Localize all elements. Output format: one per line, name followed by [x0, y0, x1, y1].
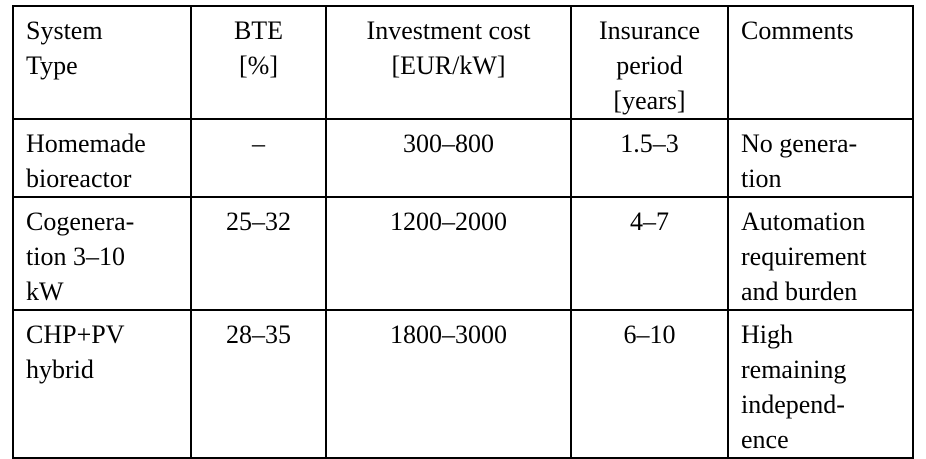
cell-text: Comments — [741, 16, 854, 45]
table-cell: 1800–3000 — [325, 309, 572, 459]
cell-text: System — [26, 16, 103, 45]
cell-text: period — [616, 51, 683, 80]
table-cell: Automation requirement and burden — [727, 196, 914, 311]
cell-text: remaining — [741, 355, 847, 384]
cell-text: Cogenera- — [26, 207, 135, 236]
cell-text: tion 3–10 — [26, 242, 125, 271]
cell-text: 28–35 — [226, 320, 291, 349]
cell-text: High — [741, 320, 793, 349]
table-body: System Type BTE [%] Investment cost [EUR/kW] I… — [12, 5, 914, 459]
table-cell: Homemade bioreactor — [12, 118, 192, 198]
cell-text: Insurance — [598, 16, 701, 45]
table-cell: No genera-tion — [727, 118, 914, 198]
table-cell: 300–800 — [325, 118, 572, 198]
cell-text: tion — [741, 164, 782, 193]
cell-text: independ- — [741, 390, 845, 419]
table-row: Homemade bioreactor – 300–800 1.5–3 No genera… — [12, 118, 914, 198]
page: System Type BTE [%] Investment cost [EUR/kW] I… — [12, 5, 914, 459]
cell-text: CHP+PV — [26, 320, 125, 349]
cell-text: 4–7 — [630, 207, 669, 236]
cell-text: [%] — [239, 51, 278, 80]
table-cell: 1.5–3 — [570, 118, 729, 198]
cell-text: [EUR/kW] — [391, 51, 506, 80]
table-cell: 1200–2000 — [325, 196, 572, 311]
cell-text: No genera- — [741, 129, 858, 158]
cell-text: bioreactor — [26, 164, 132, 193]
table-cell: Cogenera-tion 3–10 kW — [12, 196, 192, 311]
cell-text: Automation — [741, 207, 866, 236]
data-table: System Type BTE [%] Investment cost [EUR/kW] I… — [12, 5, 914, 459]
cell-text: 1800–3000 — [390, 320, 507, 349]
cell-text: Investment cost — [366, 16, 531, 45]
cell-text: requirement — [741, 242, 867, 271]
table-row: System Type BTE [%] Investment cost [EUR/kW] I… — [12, 5, 914, 120]
table-cell: 25–32 — [190, 196, 327, 311]
cell-text: – — [252, 129, 265, 158]
cell-text: 300–800 — [403, 129, 494, 158]
header-cell: Comments — [727, 5, 914, 120]
cell-text: Homemade — [26, 129, 146, 158]
cell-text: Type — [26, 51, 78, 80]
header-cell: System Type — [12, 5, 192, 120]
table-cell: – — [190, 118, 327, 198]
cell-text: 25–32 — [226, 207, 291, 236]
cell-text: ence — [741, 425, 789, 454]
header-cell: Investment cost [EUR/kW] — [325, 5, 572, 120]
cell-text: 1.5–3 — [620, 129, 679, 158]
cell-text: 6–10 — [623, 320, 676, 349]
cell-text: hybrid — [26, 355, 94, 384]
table-cell: 6–10 — [570, 309, 729, 459]
table-cell: 4–7 — [570, 196, 729, 311]
cell-text: kW — [26, 277, 64, 306]
cell-text: [years] — [613, 86, 686, 115]
cell-text: BTE — [233, 16, 284, 45]
table-row: Cogenera-tion 3–10 kW 25–32 1200–2000 4–7 Aut… — [12, 196, 914, 311]
header-cell: BTE [%] — [190, 5, 327, 120]
table-cell: 28–35 — [190, 309, 327, 459]
table-row: CHP+PV hybrid 28–35 1800–3000 6–10 High remain… — [12, 309, 914, 459]
table-cell: CHP+PV hybrid — [12, 309, 192, 459]
cell-text: and burden — [741, 277, 858, 306]
cell-text: 1200–2000 — [390, 207, 507, 236]
table-cell: High remaining independ-ence — [727, 309, 914, 459]
header-cell: Insurance period [years] — [570, 5, 729, 120]
